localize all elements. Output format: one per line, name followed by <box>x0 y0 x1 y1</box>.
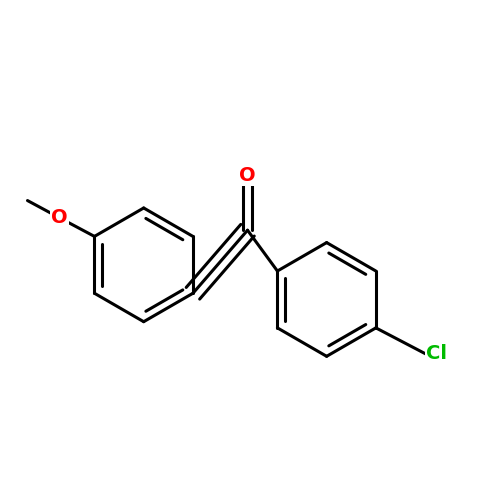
Text: Cl: Cl <box>426 344 446 364</box>
Text: O: O <box>52 208 68 228</box>
Text: O: O <box>239 166 256 186</box>
